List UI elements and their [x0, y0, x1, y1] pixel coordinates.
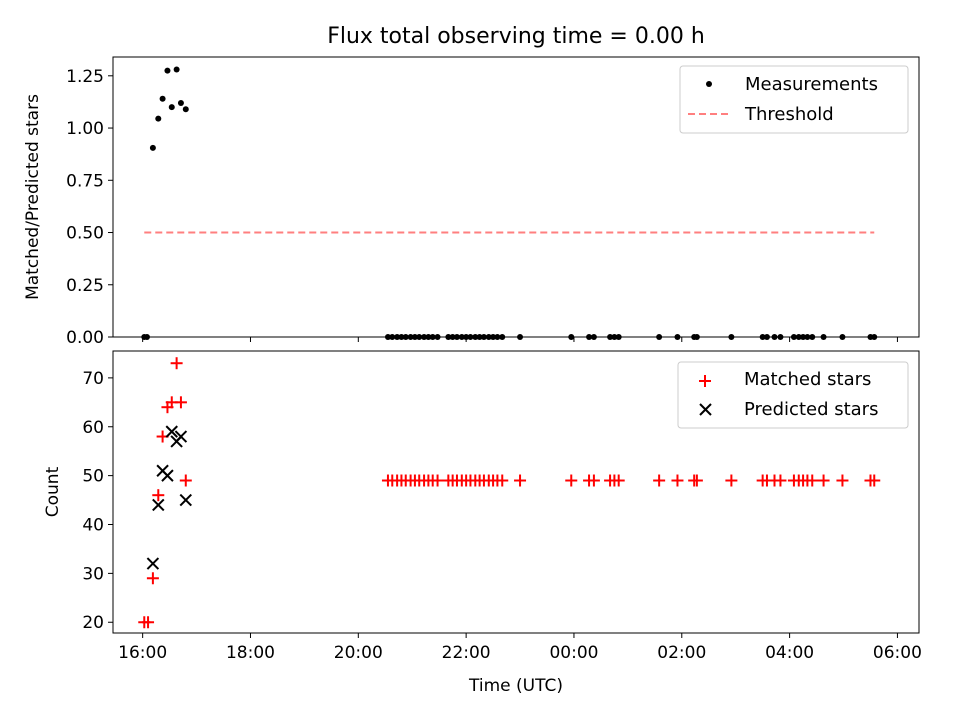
- measurements-point: [155, 115, 162, 122]
- bottom-y-tick-label: 30: [82, 564, 104, 584]
- bottom-x-tick-label: 06:00: [873, 643, 922, 663]
- matched-stars-point: [565, 474, 578, 487]
- legend-matched-marker: [699, 375, 711, 387]
- bottom-y-tick-label: 40: [82, 516, 104, 536]
- top-x-ticks: [142, 337, 898, 342]
- bottom-y-tick-label: 50: [82, 467, 104, 487]
- bottom-x-tick-label: 18:00: [226, 643, 275, 663]
- matched-stars-point: [671, 474, 684, 487]
- measurements-point: [168, 104, 175, 111]
- matched-stars-point: [496, 474, 509, 487]
- top-axes-frame: [112, 56, 920, 338]
- bottom-y-axis-label: Count: [43, 466, 63, 517]
- x-axis-label: Time (UTC): [468, 676, 563, 696]
- matched-stars-point: [817, 474, 830, 487]
- bottom-axes: 20 30 40 50 60 70 16:00 18:00 20:00 22:00 00:00 02…: [43, 350, 922, 696]
- top-legend: Measurements Threshold: [679, 65, 909, 134]
- bottom-y-tick-label: 70: [82, 369, 104, 389]
- bottom-x-ticks: 16:00 18:00 20:00 22:00 00:00 02:00 04:00 06:00: [118, 633, 922, 663]
- bottom-x-tick-label: 04:00: [765, 643, 814, 663]
- bottom-legend: Matched stars Predicted stars: [677, 361, 909, 429]
- matched-stars-point: [653, 474, 666, 487]
- matched-stars-point: [514, 474, 527, 487]
- measurements-point: [164, 67, 171, 74]
- top-y-ticks: 0.00 0.25 0.50 0.75 1.00 1.25: [66, 67, 113, 348]
- top-y-tick-label: 0.50: [66, 224, 104, 244]
- matched-stars-point: [806, 474, 819, 487]
- matched-stars-point: [774, 474, 787, 487]
- matched-stars-point: [142, 616, 155, 629]
- predicted-stars-point: [165, 425, 178, 438]
- predicted-stars-point: [174, 430, 188, 443]
- matched-stars-point: [612, 474, 625, 487]
- bottom-y-tick-label: 20: [82, 613, 104, 633]
- measurements-point: [159, 95, 166, 102]
- top-y-tick-label: 1.00: [66, 119, 104, 139]
- bottom-y-ticks: 20 30 40 50 60 70: [82, 369, 113, 633]
- legend-predicted-marker: [699, 403, 712, 416]
- matched-stars-point: [174, 396, 187, 409]
- bottom-plot-area: [138, 357, 881, 629]
- matched-stars-point: [868, 474, 881, 487]
- top-y-tick-label: 0.75: [66, 171, 104, 191]
- predicted-stars-point: [179, 493, 192, 507]
- bottom-x-tick-label: 16:00: [118, 643, 167, 663]
- top-plot-area: [141, 66, 878, 340]
- top-legend-box: [679, 65, 909, 134]
- matched-stars-point: [836, 474, 849, 487]
- bottom-x-tick-label: 02:00: [657, 643, 706, 663]
- top-axes: 0.00 0.25 0.50 0.75 1.00 1.25 Matched/Predict…: [23, 56, 920, 348]
- matched-stars-point: [431, 474, 444, 487]
- measurements-point: [149, 144, 156, 151]
- measurements-point: [182, 106, 189, 113]
- measurements-point: [173, 66, 180, 73]
- predicted-stars-point: [161, 469, 174, 482]
- predicted-stars-point: [152, 498, 165, 512]
- bottom-axes-frame: [112, 350, 920, 634]
- top-y-tick-label: 0.25: [66, 276, 104, 296]
- bottom-x-tick-label: 22:00: [442, 643, 491, 663]
- measurements-point: [177, 99, 184, 106]
- legend-measurements-marker: [706, 81, 712, 87]
- matched-stars-point: [170, 357, 183, 370]
- matched-stars-point: [179, 474, 192, 487]
- predicted-stars-point: [146, 557, 160, 570]
- legend-threshold-label: Threshold: [744, 104, 834, 125]
- legend-measurements-label: Measurements: [745, 74, 878, 95]
- matched-stars-point: [587, 474, 600, 487]
- figure-title: Flux total observing time = 0.00 h: [327, 24, 705, 49]
- bottom-y-tick-label: 60: [82, 418, 104, 438]
- top-y-axis-label: Matched/Predicted stars: [23, 94, 43, 300]
- matched-stars-point: [146, 572, 159, 585]
- matched-stars-point: [725, 474, 738, 487]
- top-y-tick-label: 0.00: [66, 328, 104, 348]
- matched-stars-point: [152, 489, 165, 502]
- legend-matched-label: Matched stars: [744, 369, 871, 390]
- bottom-x-tick-label: 00:00: [549, 643, 598, 663]
- bottom-x-tick-label: 20:00: [334, 643, 383, 663]
- bottom-legend-box: [677, 361, 909, 429]
- top-y-tick-label: 1.25: [66, 67, 104, 87]
- legend-predicted-label: Predicted stars: [744, 399, 878, 420]
- matched-stars-point: [690, 474, 703, 487]
